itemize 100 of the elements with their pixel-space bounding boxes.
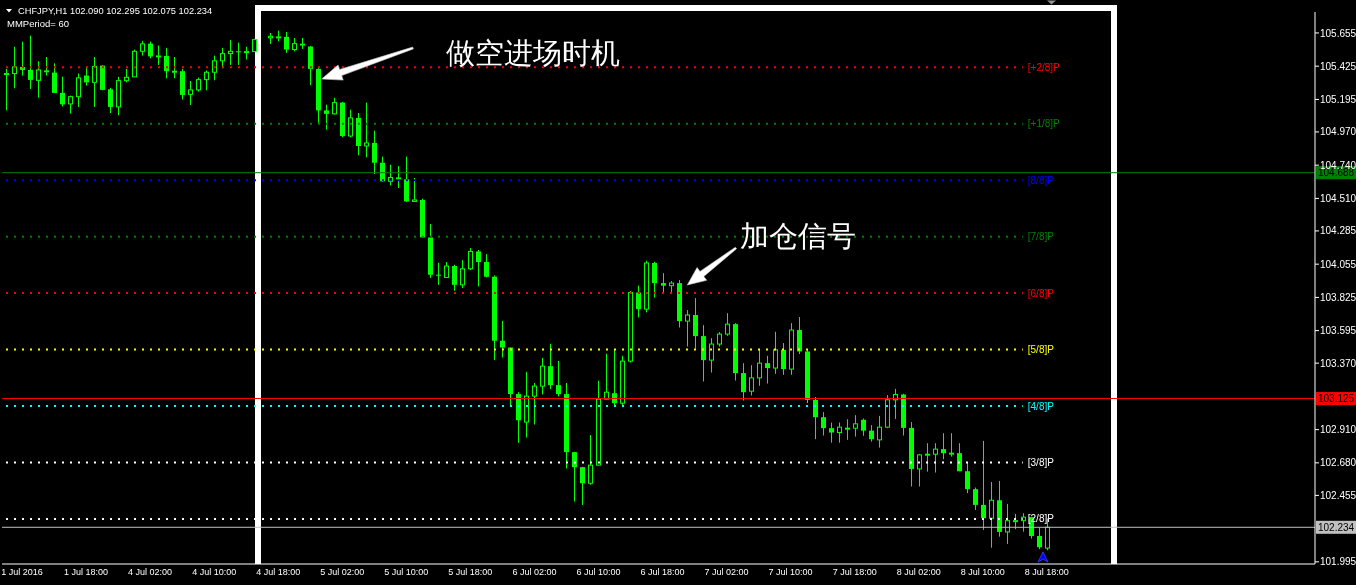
y-tick-label: 103.370 xyxy=(1320,357,1356,369)
candlestick xyxy=(452,264,457,292)
candlestick xyxy=(636,285,641,318)
candlestick xyxy=(188,80,193,106)
candlestick xyxy=(436,262,441,286)
candlestick xyxy=(781,342,786,376)
candlestick xyxy=(52,62,57,94)
candlestick xyxy=(92,56,97,108)
y-tick-label: 101.995 xyxy=(1320,556,1356,568)
y-tick-label: 105.425 xyxy=(1320,60,1356,72)
candlestick xyxy=(981,440,986,531)
ref-line-label: [2/8]P xyxy=(1027,513,1055,525)
candlestick xyxy=(324,104,329,131)
candlestick xyxy=(468,247,473,271)
candlestick xyxy=(853,414,858,438)
x-tick-label: 6 Jul 10:00 xyxy=(576,567,621,578)
candlestick xyxy=(44,56,49,77)
candlestick xyxy=(548,343,553,390)
x-tick-label: 7 Jul 02:00 xyxy=(704,567,749,578)
x-tick-label: 1 Jul 18:00 xyxy=(64,567,109,578)
candlestick xyxy=(76,73,81,108)
candlestick xyxy=(685,309,690,348)
candlestick xyxy=(797,316,802,355)
x-tick-label: 6 Jul 18:00 xyxy=(640,567,685,578)
candlestick xyxy=(532,382,537,426)
candlestick xyxy=(156,45,161,66)
x-tick-label: 7 Jul 18:00 xyxy=(832,567,877,578)
candlestick xyxy=(1037,527,1042,550)
candlestick xyxy=(164,47,169,79)
candlestick xyxy=(604,353,609,400)
candlestick xyxy=(500,320,505,359)
ref-line-label: [+1/8]P xyxy=(1027,118,1061,130)
candlestick xyxy=(773,331,778,375)
candlestick xyxy=(36,60,41,99)
candlestick xyxy=(236,42,241,66)
candlestick xyxy=(701,324,706,382)
annotation: 做空进场时机 xyxy=(446,35,620,70)
y-tick-label: 104.055 xyxy=(1320,258,1356,270)
ref-line-label: [+2/8]P xyxy=(1027,61,1061,73)
candlestick xyxy=(813,396,818,440)
candlestick xyxy=(556,360,561,398)
candlestick xyxy=(204,69,209,91)
ref-line-label: [7/8]P xyxy=(1027,231,1055,243)
candlestick xyxy=(925,442,930,473)
y-tick-label: 102.455 xyxy=(1320,489,1356,501)
candlestick xyxy=(108,87,113,114)
y-tick-label: 103.595 xyxy=(1320,325,1356,337)
candlestick xyxy=(364,102,369,158)
x-tick-label: 4 Jul 02:00 xyxy=(128,567,173,578)
candlestick xyxy=(933,442,938,474)
candlestick xyxy=(989,481,994,549)
candlestick xyxy=(845,418,850,441)
candlestick xyxy=(725,312,730,337)
y-tick-label: 104.285 xyxy=(1320,225,1356,237)
candlestick xyxy=(460,259,465,289)
candlestick xyxy=(821,411,826,437)
candlestick xyxy=(396,165,401,189)
x-tick-label: 4 Jul 18:00 xyxy=(256,567,301,578)
candlestick xyxy=(965,462,970,494)
candlestick xyxy=(749,364,754,397)
candlestick xyxy=(284,31,289,54)
candlestick xyxy=(612,348,617,407)
candlestick xyxy=(941,432,946,460)
candlestick xyxy=(741,362,746,402)
ref-line-label: [6/8]P xyxy=(1027,287,1055,299)
ref-line-label: [4/8]P xyxy=(1027,400,1055,412)
x-tick-label: 1 Jul 2016 xyxy=(1,567,43,578)
x-tick-label: 8 Jul 02:00 xyxy=(896,567,941,578)
candlestick xyxy=(837,422,842,444)
y-tick-label: 104.510 xyxy=(1320,192,1356,204)
y-tick-label: 105.195 xyxy=(1320,93,1356,105)
candlestick xyxy=(652,261,657,299)
candlestick xyxy=(709,337,714,374)
ref-line-label: [3/8]P xyxy=(1027,456,1055,468)
candlestick xyxy=(877,415,882,449)
candlestick xyxy=(572,451,577,503)
chart-title: CHFJPY,H1 102.090 102.295 102.075 102.234 xyxy=(18,5,213,17)
x-tick-label: 5 Jul 02:00 xyxy=(320,567,365,578)
x-tick-label: 5 Jul 10:00 xyxy=(384,567,429,578)
y-tick-label: 105.655 xyxy=(1320,27,1356,39)
candlestick xyxy=(308,45,313,86)
y-tick-label: 104.970 xyxy=(1320,126,1356,138)
x-tick-label: 4 Jul 10:00 xyxy=(192,567,237,578)
ref-line-label: [8/8]P xyxy=(1027,174,1055,186)
text: MMPeriod= 60 xyxy=(7,18,70,30)
candlestick xyxy=(1005,503,1010,545)
x-tick-label: 5 Jul 18:00 xyxy=(448,567,493,578)
candlestick xyxy=(228,39,233,66)
y-tick-label: 102.910 xyxy=(1320,424,1356,436)
candlestick xyxy=(829,422,834,444)
candlestick xyxy=(949,432,954,458)
candlestick xyxy=(693,297,698,350)
candlestick xyxy=(765,355,770,385)
x-tick-label: 8 Jul 18:00 xyxy=(1024,567,1069,578)
candlestick xyxy=(172,56,177,79)
y-tick-label: 102.680 xyxy=(1320,457,1356,469)
candlestick xyxy=(476,249,481,287)
candlestick xyxy=(404,156,409,203)
candlestick xyxy=(212,55,217,81)
candlestick xyxy=(372,130,377,175)
